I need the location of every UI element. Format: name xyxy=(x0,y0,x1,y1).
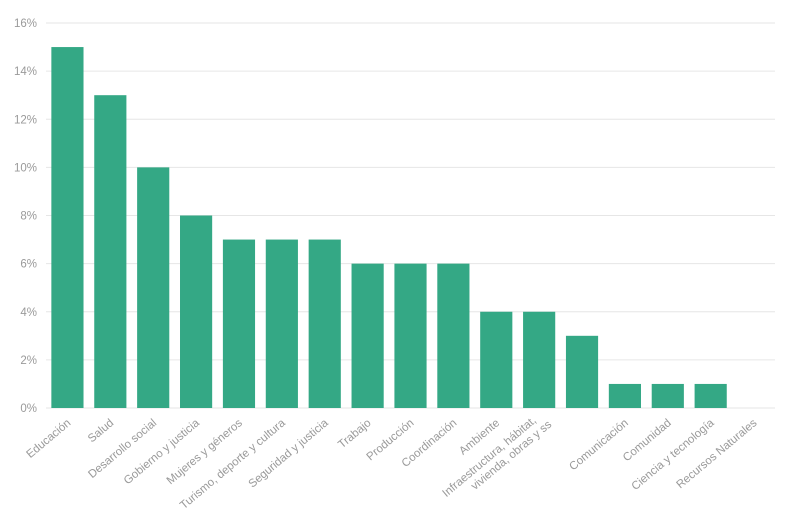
y-tick-label: 4% xyxy=(20,307,37,319)
bar xyxy=(137,167,170,408)
bar xyxy=(351,263,384,408)
y-tick-label: 10% xyxy=(14,162,37,174)
bar xyxy=(651,383,684,408)
bar xyxy=(523,311,556,408)
y-tick-label: 8% xyxy=(20,211,37,223)
x-tick-label: Seguridad y justicia xyxy=(247,417,332,491)
y-tick-label: 0% xyxy=(20,403,37,415)
bar xyxy=(180,215,213,408)
y-tick-label: 2% xyxy=(20,355,37,367)
bar xyxy=(265,239,298,408)
y-tick-label: 12% xyxy=(14,114,37,126)
y-tick-label: 14% xyxy=(14,66,37,78)
x-tick-label: Recursos Naturales xyxy=(674,417,759,491)
bar xyxy=(394,263,427,408)
y-tick-label: 16% xyxy=(14,18,37,30)
x-tick-label: Salud xyxy=(86,417,116,445)
bar xyxy=(437,263,470,408)
x-tick-label: Ciencia y tecnología xyxy=(630,417,718,493)
y-tick-label: 6% xyxy=(20,259,37,271)
x-tick-label: Trabajo xyxy=(336,417,373,451)
bar xyxy=(94,95,127,408)
x-tick-label: Mujeres y géneros xyxy=(165,417,245,487)
bar xyxy=(694,383,727,408)
bar xyxy=(222,239,256,408)
bar xyxy=(480,311,513,408)
bar xyxy=(608,383,641,408)
bar xyxy=(51,47,84,408)
x-tick-label: Educación xyxy=(25,417,74,461)
x-tick-label: Comunicación xyxy=(567,417,631,473)
x-tick-label: Gobierno y justicia xyxy=(122,417,203,487)
bar xyxy=(308,239,341,408)
bar xyxy=(565,335,599,408)
